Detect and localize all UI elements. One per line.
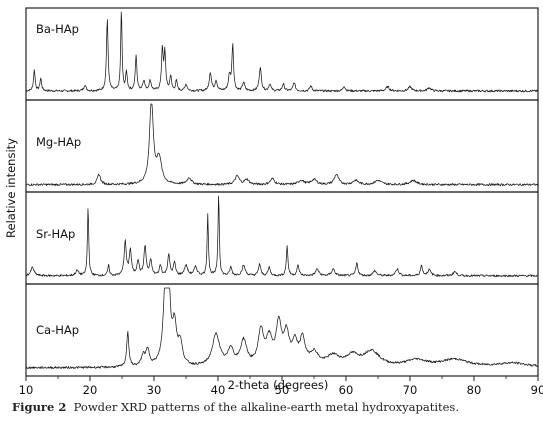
series-line-ca-hap xyxy=(25,287,539,369)
series-label-ba-hap: Ba-HAp xyxy=(36,22,79,36)
x-tick-label-30: 30 xyxy=(147,383,162,397)
x-tick-label-60: 60 xyxy=(339,383,354,397)
x-tick-label-80: 80 xyxy=(467,383,482,397)
x-tick-label-50: 50 xyxy=(275,383,290,397)
x-tick-label-40: 40 xyxy=(211,383,226,397)
x-tick-label-70: 70 xyxy=(403,383,418,397)
series-line-ba-hap xyxy=(25,11,539,93)
x-axis: 10 20 30 40 50 60 70 80 90 xyxy=(19,376,543,397)
series-line-mg-hap xyxy=(25,103,539,187)
figure-caption: Figure 2 Powder XRD patterns of the alka… xyxy=(12,400,532,414)
x-axis-label: 2-theta (degrees) xyxy=(228,378,329,392)
series-line-sr-hap xyxy=(25,195,539,278)
series-label-sr-hap: Sr-HAp xyxy=(36,227,75,241)
figure-caption-label: Figure 2 xyxy=(12,400,67,414)
series-label-ca-hap: Ca-HAp xyxy=(36,323,79,337)
x-tick-label-10: 10 xyxy=(19,383,34,397)
panel-frame-2 xyxy=(25,99,539,193)
figure-caption-text: Powder XRD patterns of the alkaline-eart… xyxy=(73,400,459,414)
panels-group: Ba-HAp Mg-HAp Sr-HAp Ca-HAp xyxy=(25,7,539,377)
panel-frame-1 xyxy=(25,7,539,101)
x-tick-label-90: 90 xyxy=(531,383,543,397)
series-label-mg-hap: Mg-HAp xyxy=(36,135,81,149)
panel-frame-3 xyxy=(25,191,539,285)
y-axis-label: Relative intensity xyxy=(4,138,18,238)
x-tick-label-20: 20 xyxy=(83,383,98,397)
